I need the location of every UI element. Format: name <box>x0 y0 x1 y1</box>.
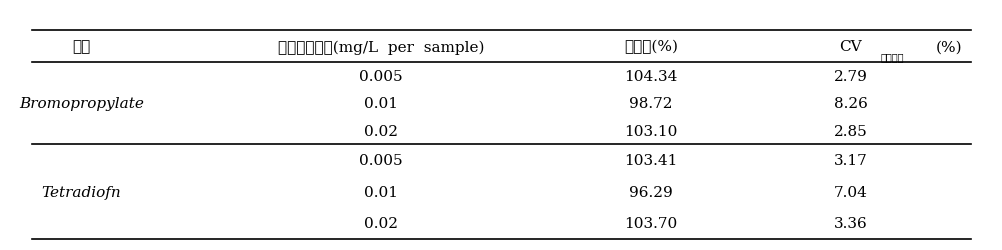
Text: 첨가회수농도(mg/L  per  sample): 첨가회수농도(mg/L per sample) <box>278 40 485 54</box>
Text: 104.34: 104.34 <box>624 70 677 84</box>
Text: 0.02: 0.02 <box>365 124 398 138</box>
Text: 98.72: 98.72 <box>629 97 672 111</box>
Text: 96.29: 96.29 <box>629 185 673 199</box>
Text: 103.10: 103.10 <box>624 124 677 138</box>
Text: 0.005: 0.005 <box>360 70 403 84</box>
Text: Tetradiofn: Tetradiofn <box>42 185 121 199</box>
Text: 항목: 항목 <box>72 40 91 54</box>
Text: 2.79: 2.79 <box>834 70 868 84</box>
Text: 회수율(%): 회수율(%) <box>624 40 678 54</box>
Text: 3.17: 3.17 <box>834 154 868 168</box>
Text: (%): (%) <box>936 40 962 54</box>
Text: 실험실내: 실험실내 <box>881 52 904 62</box>
Text: CV: CV <box>840 40 862 54</box>
Text: 0.02: 0.02 <box>365 216 398 230</box>
Text: 103.41: 103.41 <box>624 154 677 168</box>
Text: Bromopropylate: Bromopropylate <box>19 97 144 111</box>
Text: 8.26: 8.26 <box>834 97 868 111</box>
Text: 103.70: 103.70 <box>624 216 677 230</box>
Text: 0.005: 0.005 <box>360 154 403 168</box>
Text: 3.36: 3.36 <box>834 216 868 230</box>
Text: 7.04: 7.04 <box>834 185 868 199</box>
Text: 2.85: 2.85 <box>834 124 868 138</box>
Text: 0.01: 0.01 <box>365 185 398 199</box>
Text: 0.01: 0.01 <box>365 97 398 111</box>
